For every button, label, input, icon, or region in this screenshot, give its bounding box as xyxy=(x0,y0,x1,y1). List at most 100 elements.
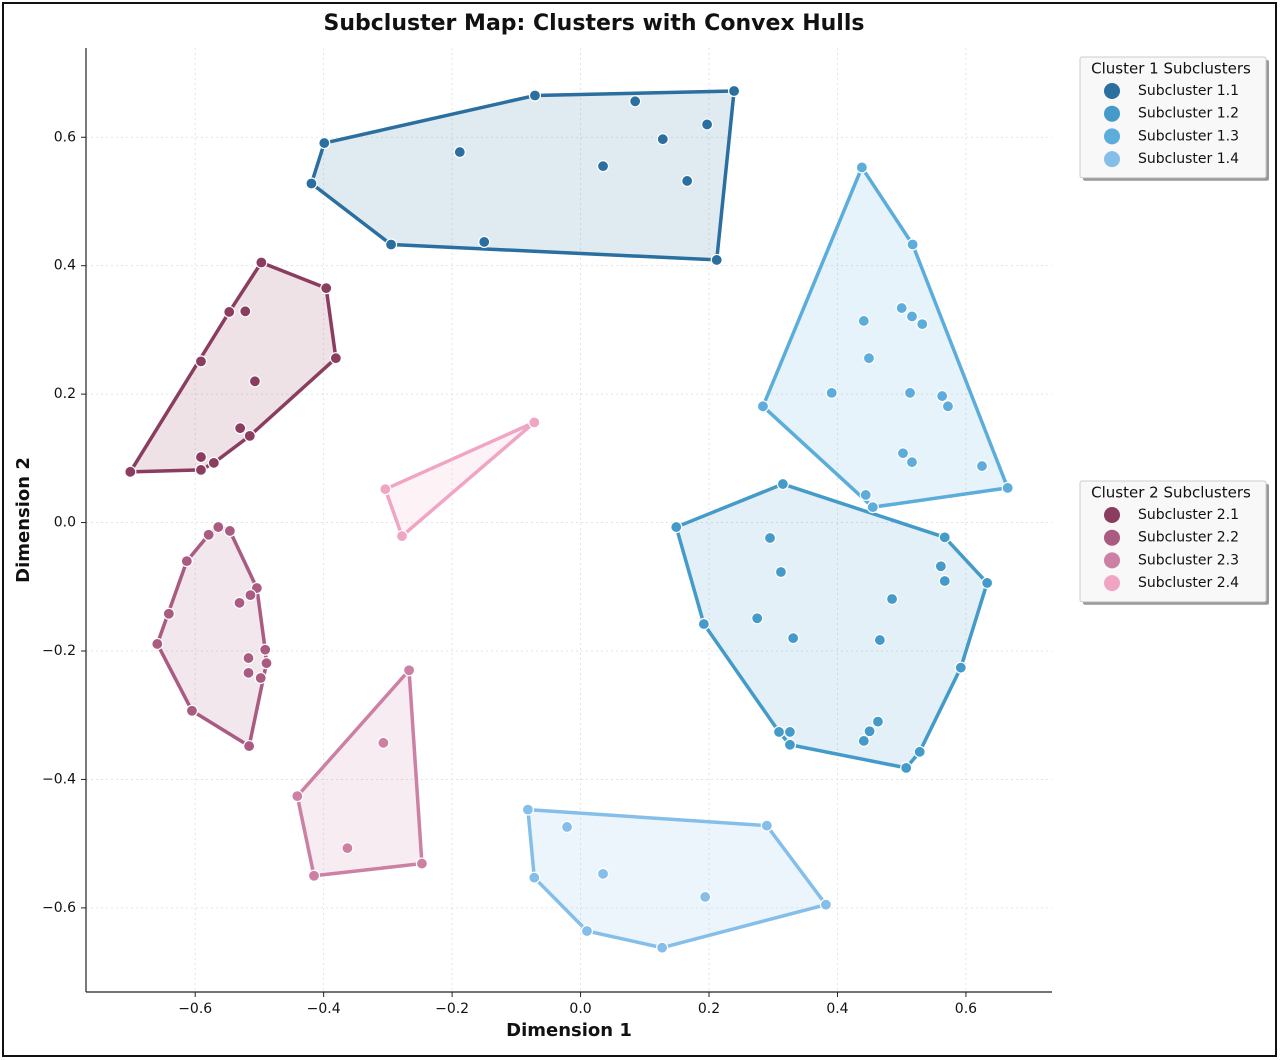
point xyxy=(866,501,879,514)
point xyxy=(656,133,669,146)
legend: Cluster 2 Subclusters Subcluster 2.1 Subcl… xyxy=(1079,480,1269,605)
point xyxy=(453,145,466,159)
point xyxy=(783,738,797,751)
point xyxy=(938,531,951,544)
point xyxy=(521,803,534,816)
legend-marker xyxy=(1104,507,1120,523)
point xyxy=(900,761,913,774)
point xyxy=(819,898,833,911)
y-tick-label: 0.6 xyxy=(54,129,76,145)
point xyxy=(402,664,416,677)
point xyxy=(763,531,777,545)
legend-label: Subcluster 1.2 xyxy=(1138,106,1239,122)
point xyxy=(243,739,256,753)
legend-label: Subcluster 1.4 xyxy=(1138,151,1239,167)
point xyxy=(776,477,789,491)
x-tick-label: 0.2 xyxy=(698,1001,720,1017)
point xyxy=(560,820,574,834)
x-tick-label: −0.2 xyxy=(435,1001,469,1017)
point xyxy=(596,160,610,173)
y-tick-label: 0.4 xyxy=(54,258,76,274)
point xyxy=(254,671,267,685)
point xyxy=(916,318,929,331)
point xyxy=(857,314,870,328)
point xyxy=(700,118,714,131)
x-tick-label: 0.0 xyxy=(569,1001,591,1017)
point xyxy=(207,456,220,469)
point xyxy=(710,253,723,267)
point xyxy=(255,256,268,269)
y-tick-label: −0.4 xyxy=(42,771,76,787)
point xyxy=(863,725,876,738)
point xyxy=(1001,481,1014,494)
legend-box xyxy=(1079,480,1267,603)
point xyxy=(681,174,694,188)
legend-marker xyxy=(1104,151,1120,168)
point xyxy=(384,238,398,251)
point xyxy=(774,565,788,579)
point xyxy=(699,890,712,904)
point xyxy=(981,576,994,590)
point xyxy=(212,520,225,534)
point xyxy=(185,704,199,717)
convex-hull xyxy=(128,260,338,474)
point xyxy=(656,941,669,954)
legend-marker xyxy=(1104,83,1120,99)
point xyxy=(194,450,208,464)
legend-label: Subcluster 2.3 xyxy=(1138,552,1239,568)
point xyxy=(596,867,610,880)
point xyxy=(913,745,926,758)
point xyxy=(202,528,215,541)
point xyxy=(124,465,137,478)
point xyxy=(379,483,392,496)
legend-title: Cluster 1 Subclusters xyxy=(1091,60,1251,78)
point xyxy=(885,592,899,606)
x-tick-label: −0.6 xyxy=(178,1001,212,1017)
legend-marker xyxy=(1104,128,1120,145)
convex-hull xyxy=(761,165,1010,509)
point xyxy=(162,607,175,620)
x-tick-label: −0.4 xyxy=(307,1001,341,1017)
point xyxy=(329,352,342,365)
point xyxy=(934,560,947,573)
point xyxy=(859,488,872,502)
y-tick-label: −0.2 xyxy=(42,643,76,659)
point xyxy=(194,355,208,368)
point xyxy=(896,447,910,460)
point xyxy=(478,235,491,249)
point xyxy=(751,612,764,625)
point xyxy=(905,310,919,323)
convex-hull xyxy=(526,807,828,950)
point xyxy=(248,375,262,388)
legend-label: Subcluster 2.2 xyxy=(1138,530,1239,546)
point xyxy=(223,524,236,538)
point xyxy=(855,161,868,174)
legend-marker xyxy=(1104,552,1120,569)
point xyxy=(243,429,256,442)
point xyxy=(941,400,955,413)
point xyxy=(244,589,257,602)
point xyxy=(307,869,321,882)
point xyxy=(895,301,908,315)
convex-hull xyxy=(295,668,424,878)
legend-title: Cluster 2 Subclusters xyxy=(1091,484,1251,502)
point xyxy=(305,177,318,190)
point xyxy=(580,924,594,938)
legend-label: Subcluster 1.3 xyxy=(1138,128,1239,144)
point xyxy=(905,456,919,469)
point xyxy=(938,574,951,588)
point xyxy=(377,736,390,749)
y-tick-label: −0.6 xyxy=(42,900,76,916)
point xyxy=(233,596,246,609)
chart-title: Subcluster Map: Clusters with Convex Hul… xyxy=(324,11,865,36)
y-axis-label: Dimension 2 xyxy=(13,457,34,583)
legend-label: Subcluster 2.4 xyxy=(1138,575,1239,591)
point xyxy=(528,416,541,429)
point xyxy=(528,871,541,884)
convex-hull xyxy=(674,482,989,770)
point xyxy=(151,637,164,651)
y-tick-label: 0.0 xyxy=(54,515,76,531)
legend-box xyxy=(1079,56,1267,179)
